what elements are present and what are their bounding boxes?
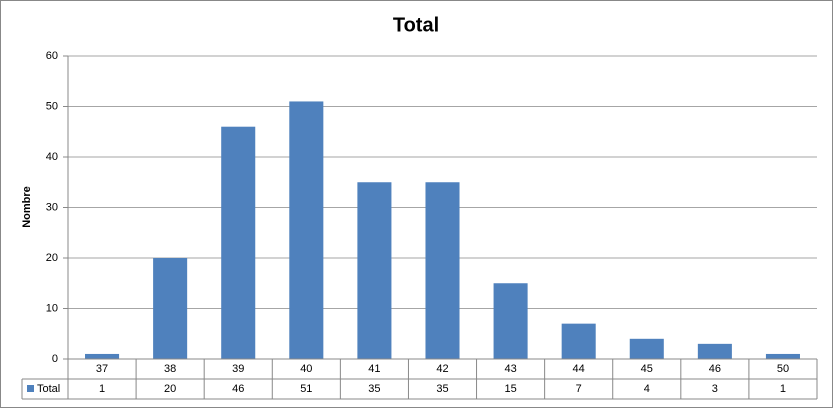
bar: [561, 323, 596, 359]
bar: [697, 343, 732, 359]
bar: [357, 182, 392, 359]
x-tick-label: 37: [96, 363, 108, 375]
table-value: 35: [368, 383, 380, 395]
legend-swatch: [27, 385, 34, 392]
x-tick-label: 41: [368, 363, 380, 375]
y-tick-label: 0: [52, 353, 58, 365]
x-tick-label: 42: [436, 363, 448, 375]
bar: [221, 126, 256, 359]
bar: [765, 353, 800, 359]
y-tick-label: 40: [46, 151, 58, 163]
x-tick-label: 46: [709, 363, 721, 375]
x-tick-label: 50: [777, 363, 789, 375]
bar: [85, 353, 120, 359]
legend-label: Total: [37, 383, 60, 395]
table-value: 51: [300, 383, 312, 395]
bar: [153, 258, 188, 359]
x-tick-label: 44: [573, 363, 585, 375]
table-value: 20: [164, 383, 176, 395]
bar: [289, 101, 324, 359]
y-axis-label: Nombre: [21, 186, 33, 228]
x-tick-label: 38: [164, 363, 176, 375]
table-value: 4: [644, 383, 650, 395]
chart-title: Total: [393, 14, 439, 36]
bar: [493, 283, 528, 359]
table-value: 1: [99, 383, 105, 395]
table-value: 46: [232, 383, 244, 395]
bar: [425, 182, 460, 359]
y-tick-label: 10: [46, 302, 58, 314]
table-value: 7: [576, 383, 582, 395]
y-tick-label: 30: [46, 201, 58, 213]
y-tick-label: 60: [46, 50, 58, 62]
y-tick-label: 20: [46, 252, 58, 264]
table-value: 3: [712, 383, 718, 395]
table-value: 1: [780, 383, 786, 395]
bar: [629, 338, 664, 359]
x-tick-label: 43: [504, 363, 516, 375]
x-tick-label: 45: [641, 363, 653, 375]
y-tick-label: 50: [46, 100, 58, 112]
table-value: 35: [436, 383, 448, 395]
x-tick-label: 39: [232, 363, 244, 375]
table-value: 15: [504, 383, 516, 395]
x-tick-label: 40: [300, 363, 312, 375]
